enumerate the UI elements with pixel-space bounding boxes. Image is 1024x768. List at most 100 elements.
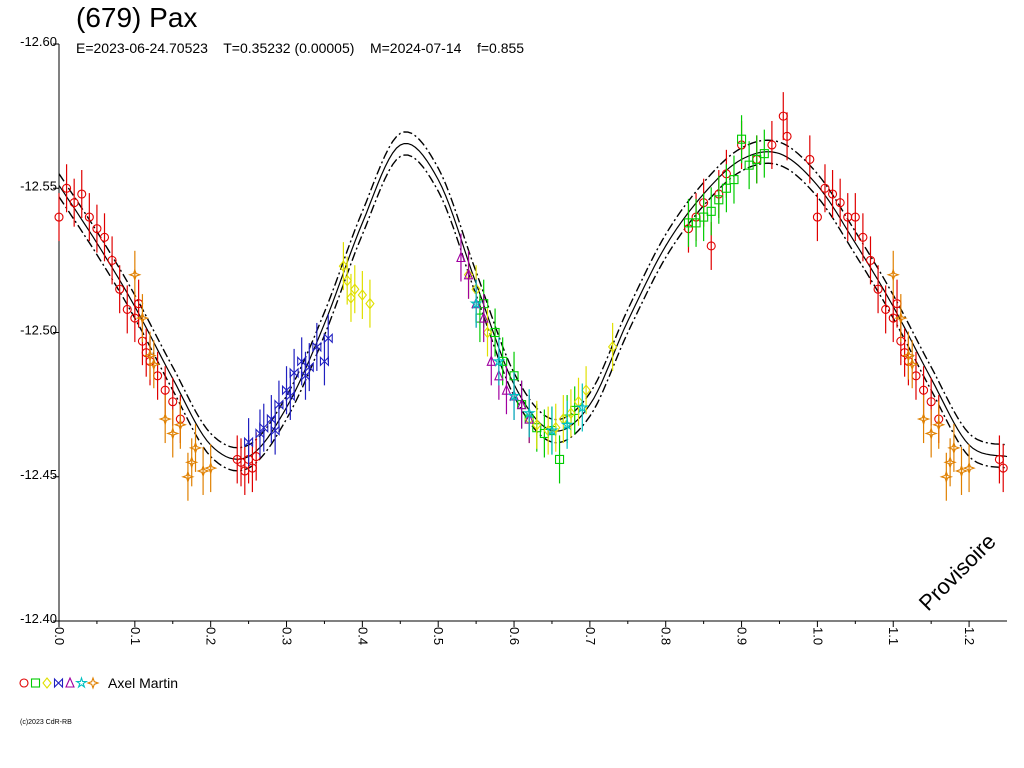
data-point (122, 304, 132, 314)
legend-marker-star4 (86, 676, 100, 690)
data-point (501, 383, 512, 395)
data-point (566, 407, 576, 420)
data-point (77, 189, 87, 199)
data-point (767, 140, 777, 150)
data-point (835, 198, 845, 208)
x-tick-label: 1.2 (962, 627, 977, 645)
data-point (714, 195, 724, 205)
legend: Axel Martin (18, 673, 178, 693)
data-point (759, 149, 769, 159)
data-point (752, 154, 762, 164)
data-point (84, 212, 94, 222)
data-point (545, 423, 559, 437)
x-tick-label: 0.6 (507, 627, 522, 645)
data-point (805, 154, 815, 164)
data-point (259, 422, 269, 434)
data-point (54, 212, 64, 222)
data-point (924, 426, 938, 441)
data-point (289, 367, 299, 379)
data-point (532, 418, 542, 431)
data-point (128, 268, 142, 282)
data-point (607, 341, 618, 353)
data-point (160, 385, 170, 395)
legend-marker-bowtie (53, 677, 64, 689)
data-point (346, 291, 356, 304)
y-tick-label: -12.40 (20, 611, 57, 626)
data-point (551, 421, 561, 434)
data-point (939, 470, 954, 484)
data-point (932, 418, 946, 432)
data-point (62, 183, 72, 193)
data-point (482, 326, 493, 339)
x-tick-label: 0.7 (583, 627, 598, 645)
data-points (54, 92, 1008, 501)
data-point (782, 131, 792, 141)
data-point (115, 284, 125, 294)
data-point (901, 348, 916, 363)
data-point (706, 206, 716, 216)
data-point (304, 361, 314, 373)
legend-marker-star (74, 676, 89, 689)
data-point (312, 341, 322, 353)
data-point (522, 406, 536, 419)
data-point (691, 218, 701, 228)
data-point (492, 354, 506, 367)
copyright-text: (c)2023 CdR-RB (20, 719, 72, 726)
data-point (581, 384, 591, 397)
data-point (926, 397, 936, 407)
data-point (560, 417, 574, 431)
x-tick-label: 1.0 (810, 627, 825, 645)
data-point (338, 260, 349, 273)
data-point (575, 400, 589, 414)
data-point (828, 189, 838, 199)
x-tick-label: 0.9 (735, 627, 750, 645)
legend-marker-triangle (65, 676, 75, 688)
y-ticks: -12.60 -12.55 -12.50 -12.45 -12.40 (20, 34, 59, 626)
data-point (954, 464, 969, 478)
data-point (274, 399, 284, 410)
data-point (350, 283, 360, 296)
data-point (323, 332, 333, 344)
legend-marker-circle (19, 678, 29, 688)
data-point (92, 224, 102, 234)
data-point (919, 385, 929, 395)
data-point (204, 461, 218, 475)
data-point (554, 454, 565, 464)
data-point (699, 212, 709, 222)
x-ticks: 0.0 0.1 0.2 0.3 0.4 0.5 0.6 0.7 0.8 0.9 1.0 1.1 1.2 (52, 621, 977, 645)
data-point (147, 357, 161, 371)
data-point (873, 284, 883, 294)
data-point (173, 418, 187, 432)
data-point (744, 160, 754, 170)
data-point (850, 212, 860, 222)
data-point (894, 311, 908, 325)
data-point (486, 354, 497, 366)
y-tick-label: -12.50 (20, 323, 57, 338)
x-tick-label: 0.0 (52, 627, 67, 645)
data-point (456, 251, 466, 263)
legend-observer-label: Axel Martin (108, 675, 179, 691)
data-point (158, 412, 172, 426)
data-point (947, 441, 961, 455)
data-point (188, 441, 203, 455)
data-point (184, 455, 199, 469)
data-point (166, 426, 180, 441)
x-tick-label: 0.4 (355, 627, 370, 645)
data-point (905, 357, 919, 371)
data-point (943, 455, 957, 469)
data-point (69, 198, 79, 208)
chart-title: (679) Pax (76, 2, 198, 33)
data-point (181, 470, 195, 484)
data-point (342, 274, 352, 287)
x-tick-label: 0.3 (280, 627, 295, 645)
data-point (516, 398, 527, 410)
data-point (463, 268, 474, 280)
x-tick-label: 0.2 (204, 627, 219, 645)
data-point (107, 255, 117, 265)
x-tick-label: 0.8 (659, 627, 674, 645)
data-point (916, 412, 931, 426)
y-tick-label: -12.55 (20, 178, 57, 193)
data-point (729, 175, 739, 185)
data-point (820, 183, 830, 193)
